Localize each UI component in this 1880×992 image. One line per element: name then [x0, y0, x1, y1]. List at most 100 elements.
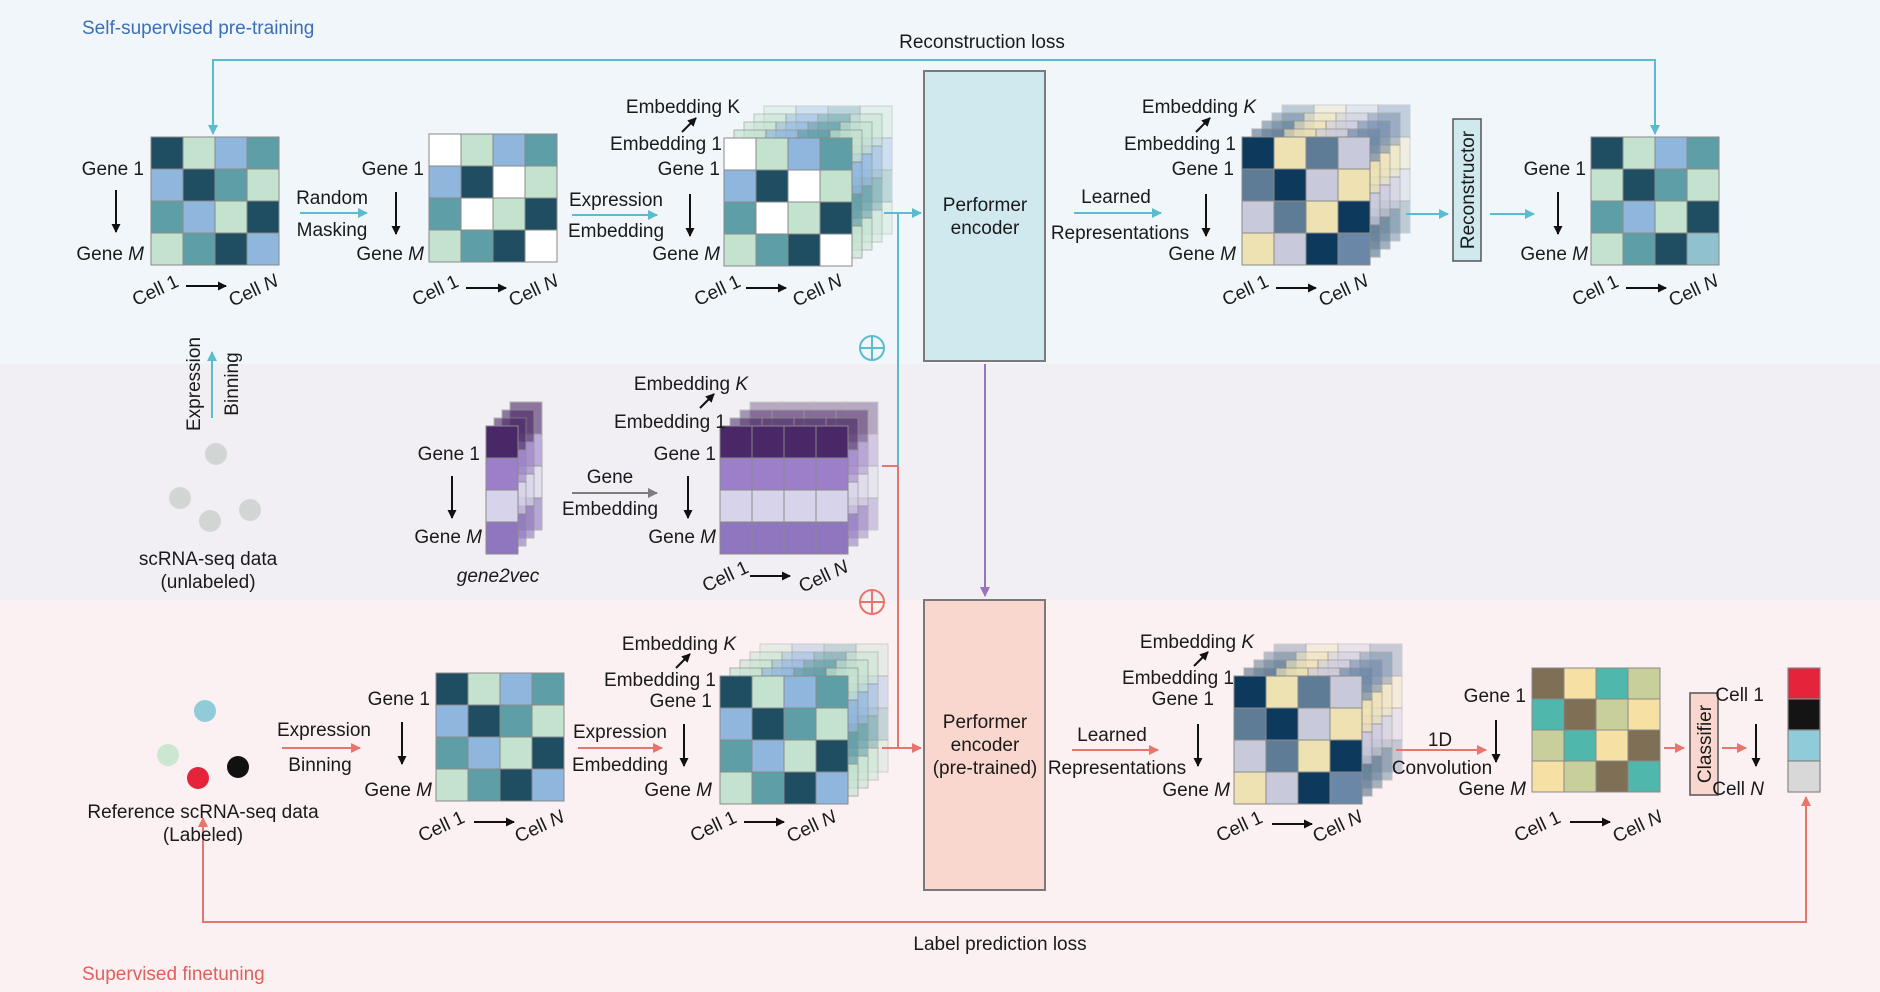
add-top-icon [859, 335, 885, 361]
m2-gene-1-label: Gene 1 [362, 159, 424, 180]
s5-embedding-arrow [1193, 651, 1209, 667]
heatmap-cell [1590, 168, 1624, 202]
heatmap-cell [460, 197, 494, 231]
heatmap-cell [719, 425, 753, 459]
performer-pretrained-box [923, 599, 1046, 891]
heatmap-cell [1233, 707, 1267, 741]
heatmap-cell [246, 168, 280, 202]
heatmap-cell [150, 168, 184, 202]
heatmap-cell [719, 457, 753, 491]
heatmap-cell [467, 672, 501, 706]
heatmap-cell [492, 229, 526, 263]
m1-gene-1-label: Gene 1 [82, 159, 144, 180]
s4-gene-1-label: Gene 1 [650, 691, 712, 712]
heatmap-cell [524, 229, 558, 263]
s3-embedding-arrow [699, 393, 715, 409]
prediction-cell-grey [1787, 760, 1821, 793]
heatmap-cell [1265, 771, 1299, 805]
heatmap-cell [1531, 667, 1565, 700]
heatmap-cell [1329, 739, 1363, 773]
s4-gene-m-label: Gene M [644, 780, 712, 801]
heatmap-cell [815, 521, 849, 555]
heatmap-cell [1654, 136, 1688, 170]
representations-bottom-label: Representations [1048, 758, 1186, 779]
heatmap-cell [751, 425, 785, 459]
heatmap-cell [1654, 200, 1688, 234]
convolution-output-matrix [1531, 667, 1661, 793]
heatmap-cell [485, 425, 519, 459]
heatmap-cell [485, 489, 519, 523]
s4-embedding-arrow [675, 653, 691, 669]
heatmap-cell [1297, 707, 1331, 741]
heatmap-cell [428, 229, 462, 263]
heatmap-cell [751, 675, 785, 709]
masked-expression-matrix [428, 133, 558, 263]
heatmap-cell [485, 521, 519, 555]
heatmap-cell [819, 233, 853, 267]
heatmap-cell [1329, 707, 1363, 741]
heatmap-cell [783, 425, 817, 459]
prediction-cell-red [1787, 667, 1821, 700]
exp-binning-expression-label: Expression [277, 720, 371, 741]
heatmap-cell [246, 136, 280, 170]
s2-embedding-arrow [1195, 117, 1211, 133]
heatmap-cell [1622, 136, 1656, 170]
heatmap-cell [1531, 698, 1565, 731]
heatmap-cell [815, 675, 849, 709]
heatmap-cell [723, 201, 757, 235]
heatmap-cell [1686, 168, 1720, 202]
scrna-unlabeled-label: scRNA-seq data (unlabeled) [139, 549, 278, 593]
heatmap-cell [719, 707, 753, 741]
s1-gene-1-label: Gene 1 [658, 159, 720, 180]
heatmap-cell [1686, 136, 1720, 170]
heatmap-cell [1622, 168, 1656, 202]
heatmap-cell [214, 232, 248, 266]
performer-encoder-box [923, 70, 1046, 362]
heatmap-cell [435, 768, 469, 802]
s2-embedding-k-label: Embedding K [1142, 97, 1257, 118]
heatmap-cell [1337, 136, 1371, 170]
gene-embedding-band [0, 364, 1880, 600]
heatmap-cell [719, 771, 753, 805]
heatmap-cell [182, 232, 216, 266]
heatmap-cell [819, 137, 853, 171]
heatmap-cell [182, 200, 216, 234]
heatmap-cell [1305, 136, 1339, 170]
heatmap-cell [751, 707, 785, 741]
s5-gene-1-label: Gene 1 [1152, 689, 1214, 710]
heatmap-cell [751, 771, 785, 805]
conv-1d-label: 1D [1428, 730, 1452, 751]
heatmap-cell [751, 739, 785, 773]
heatmap-cell [1241, 136, 1275, 170]
convolution-label: Convolution [1392, 758, 1492, 779]
heatmap-cell [815, 771, 849, 805]
heatmap-cell [755, 169, 789, 203]
heatmap-cell [723, 137, 757, 171]
heatmap-cell [755, 137, 789, 171]
heatmap-cell [1305, 200, 1339, 234]
heatmap-cell [783, 489, 817, 523]
heatmap-cell [531, 672, 565, 706]
pred-cell-n-label: Cell N [1712, 779, 1764, 800]
heatmap-cell [719, 521, 753, 555]
performer-encoder-label: Performer encoder [943, 195, 1028, 239]
heatmap-cell [1595, 760, 1629, 793]
heatmap-cell [428, 165, 462, 199]
heatmap-cell [783, 457, 817, 491]
heatmap-cell [1233, 675, 1267, 709]
heatmap-cell [214, 136, 248, 170]
s3-gene-1-label: Gene 1 [654, 444, 716, 465]
m1-gene-m-label: Gene M [76, 244, 144, 265]
heatmap-cell [435, 704, 469, 738]
heatmap-cell [1337, 232, 1371, 266]
heatmap-cell [467, 736, 501, 770]
pretraining-section-title: Self-supervised pre-training [82, 18, 314, 39]
heatmap-cell [1265, 675, 1299, 709]
random-label: Random [296, 188, 368, 209]
s5-embedding-k-label: Embedding K [1140, 632, 1255, 653]
heatmap-cell [182, 136, 216, 170]
heatmap-cell [1622, 200, 1656, 234]
heatmap-cell [787, 233, 821, 267]
heatmap-cell [1590, 136, 1624, 170]
heatmap-cell [1337, 168, 1371, 202]
